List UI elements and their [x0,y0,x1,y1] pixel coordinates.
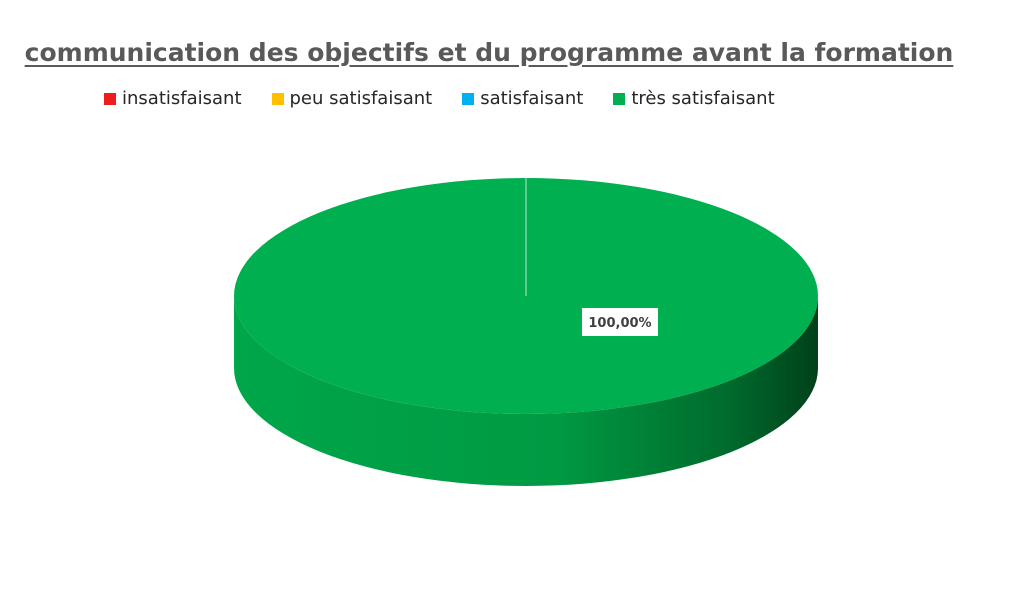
legend-label: satisfaisant [480,88,584,109]
legend-swatch [462,92,475,105]
legend-item-satisfaisant: satisfaisant [462,88,583,109]
legend-item-tres-satisfaisant: très satisfaisant [613,88,775,109]
pie-layer: 100,00% [234,178,818,486]
data-label-text: 100,00% [588,316,651,331]
legend-swatch [271,92,284,105]
legend-label: insatisfaisant [122,88,242,109]
legend-label: peu satisfaisant [289,88,433,109]
chart-title: communication des objectifs et du progra… [24,38,954,67]
legend-label: très satisfaisant [631,88,775,109]
legend-item-peu-satisfaisant: peu satisfaisant [271,88,433,109]
legend-swatch [104,92,116,105]
data-label: 100,00% [582,308,658,336]
legend-item-insatisfaisant: insatisfaisant [104,88,242,109]
legend-swatch [613,92,626,105]
pie-slice-side [234,296,818,486]
data-label-box [582,308,658,336]
legend: insatisfaisant peu satisfaisant satisfai… [104,88,805,109]
